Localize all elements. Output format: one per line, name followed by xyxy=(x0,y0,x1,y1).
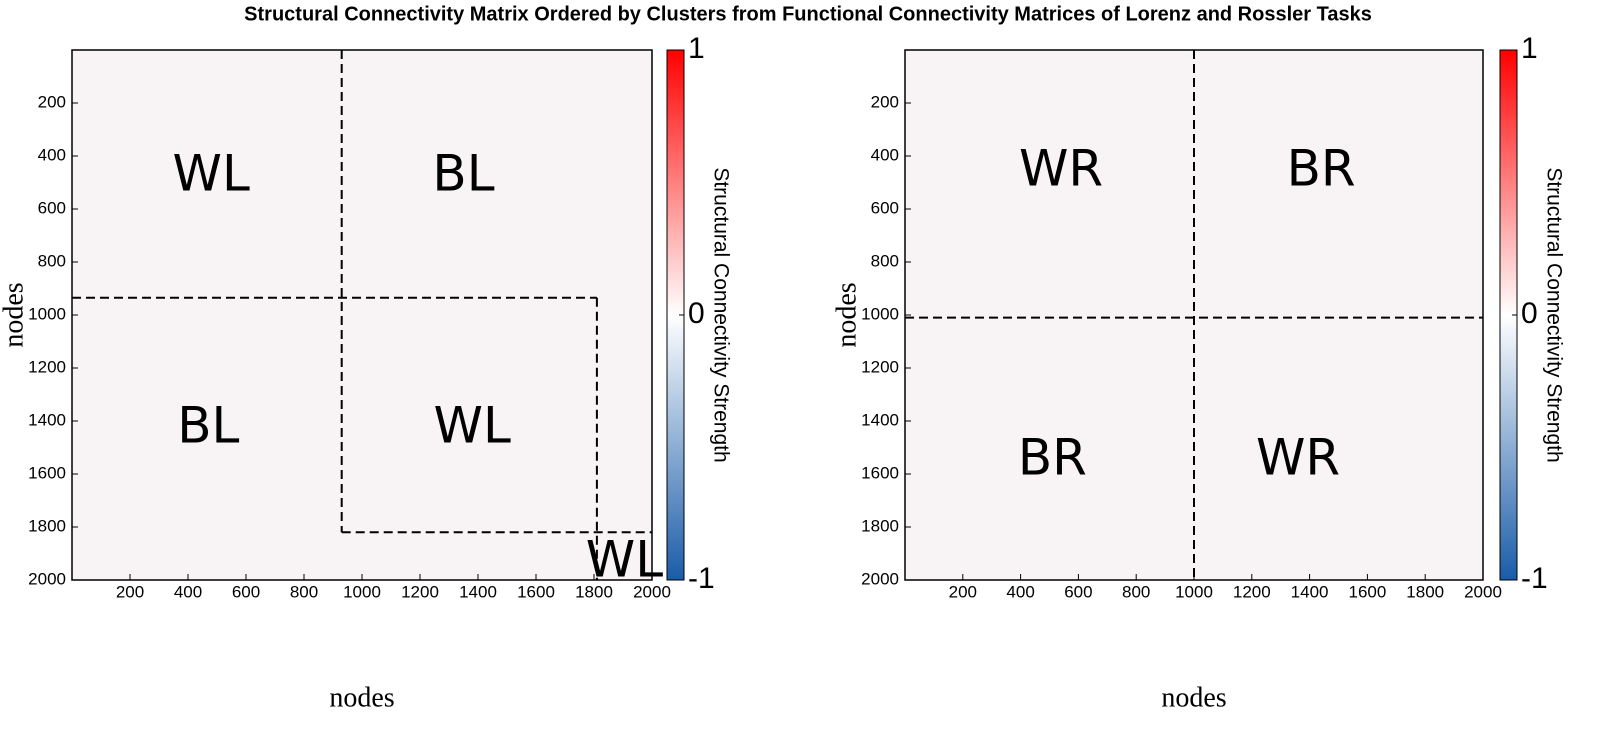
y-tick-label: 600 xyxy=(38,198,66,217)
cluster-label: WL xyxy=(434,396,511,454)
x-tick-label: 2000 xyxy=(633,582,671,601)
y-tick-label: 1000 xyxy=(861,304,899,323)
x-tick-label: 400 xyxy=(174,582,202,601)
colorbar-tick-label: 1 xyxy=(1521,32,1538,65)
cluster-label: BR xyxy=(1018,428,1087,486)
y-axis-label: nodes xyxy=(831,282,862,347)
y-tick-label: 1200 xyxy=(861,357,899,376)
x-axis-label: nodes xyxy=(1161,682,1226,713)
x-tick-label: 1800 xyxy=(575,582,613,601)
y-tick-label: 1600 xyxy=(28,463,66,482)
x-tick-label: 1000 xyxy=(1175,582,1213,601)
cluster-label: BL xyxy=(432,145,494,203)
y-tick-label: 800 xyxy=(871,251,899,270)
x-tick-label: 1000 xyxy=(343,582,381,601)
x-tick-label: 800 xyxy=(1122,582,1150,601)
x-tick-label: 1400 xyxy=(1291,582,1329,601)
x-tick-label: 600 xyxy=(1064,582,1092,601)
cluster-label: BL xyxy=(177,396,239,454)
y-tick-label: 200 xyxy=(871,92,899,111)
cluster-label: WR xyxy=(1019,139,1103,197)
heatmap-area xyxy=(72,50,652,580)
y-tick-label: 1400 xyxy=(861,410,899,429)
y-tick-label: 800 xyxy=(38,251,66,270)
y-tick-label: 1800 xyxy=(28,516,66,535)
colorbar-label: Structural Connectivity Strength xyxy=(1542,167,1565,462)
x-tick-label: 1600 xyxy=(517,582,555,601)
colorbar-tick-label: 0 xyxy=(1521,297,1538,330)
x-tick-label: 1600 xyxy=(1348,582,1386,601)
x-tick-label: 400 xyxy=(1006,582,1034,601)
y-tick-label: 2000 xyxy=(28,569,66,588)
y-tick-label: 400 xyxy=(871,145,899,164)
y-axis-label: nodes xyxy=(0,282,29,347)
x-tick-label: 600 xyxy=(232,582,260,601)
x-tick-label: 800 xyxy=(290,582,318,601)
colorbar-tick-label: -1 xyxy=(1521,562,1548,595)
y-tick-label: 1000 xyxy=(28,304,66,323)
y-tick-label: 600 xyxy=(871,198,899,217)
x-tick-label: 200 xyxy=(116,582,144,601)
y-tick-label: 1200 xyxy=(28,357,66,376)
colorbar-tick-label: 1 xyxy=(688,32,705,65)
y-tick-label: 1800 xyxy=(861,516,899,535)
x-tick-label: 1200 xyxy=(1233,582,1271,601)
x-tick-label: 1400 xyxy=(459,582,497,601)
x-tick-label: 200 xyxy=(949,582,977,601)
cluster-label: BR xyxy=(1287,139,1356,197)
y-tick-label: 1600 xyxy=(861,463,899,482)
cluster-label: WL xyxy=(173,145,250,203)
y-tick-label: 2000 xyxy=(861,569,899,588)
figure-title: Structural Connectivity Matrix Ordered b… xyxy=(244,3,1372,25)
y-tick-label: 200 xyxy=(38,92,66,111)
colorbar-tick-label: -1 xyxy=(688,562,715,595)
y-tick-label: 400 xyxy=(38,145,66,164)
cluster-label: WR xyxy=(1256,428,1340,486)
colorbar-tick-label: 0 xyxy=(688,297,705,330)
cluster-label: WL xyxy=(586,530,663,588)
y-tick-label: 1400 xyxy=(28,410,66,429)
x-tick-label: 1800 xyxy=(1406,582,1444,601)
x-tick-label: 2000 xyxy=(1464,582,1502,601)
colorbar-label: Structural Connectivity Strength xyxy=(709,167,732,462)
x-tick-label: 1200 xyxy=(401,582,439,601)
x-axis-label: nodes xyxy=(329,682,394,713)
